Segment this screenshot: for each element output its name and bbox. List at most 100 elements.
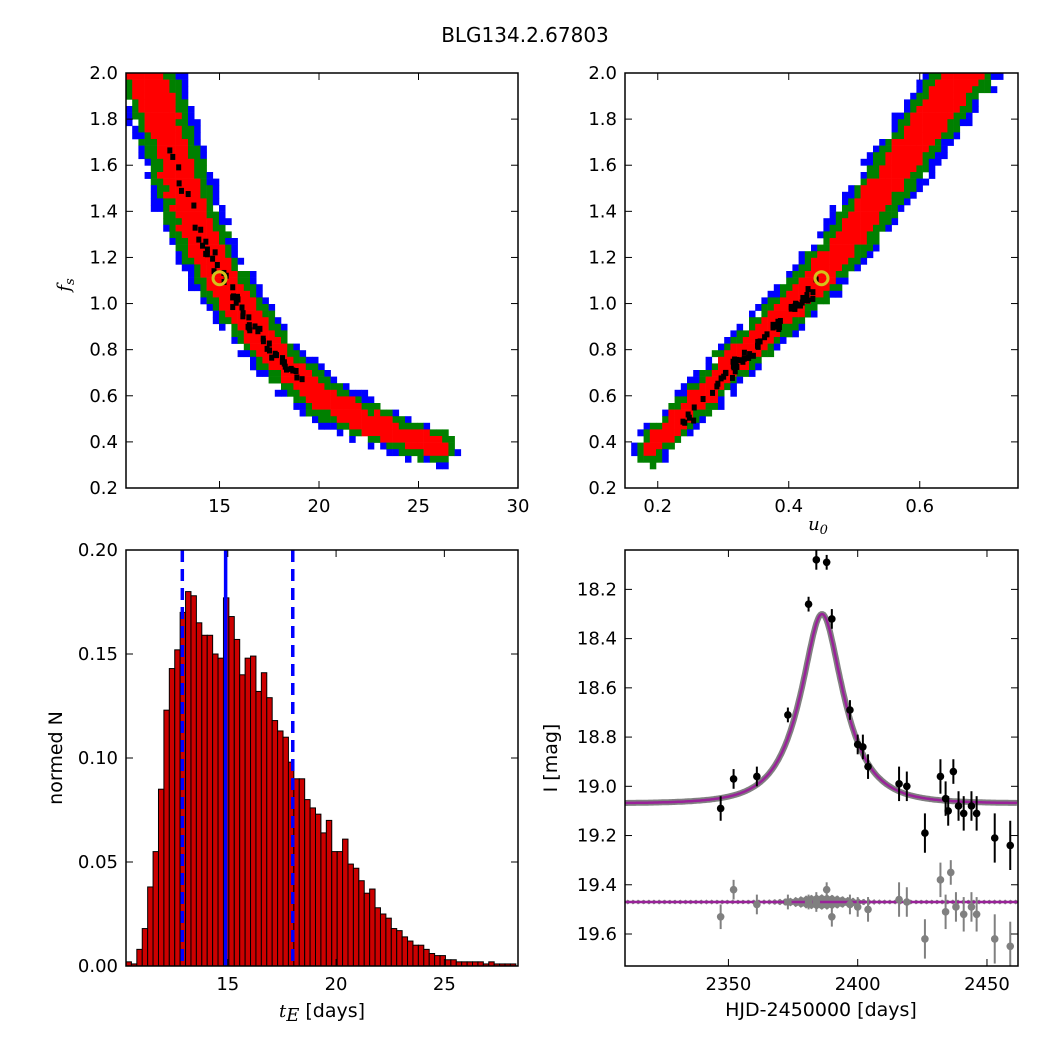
residual-point (853, 903, 862, 911)
density-cell (181, 185, 189, 193)
density-cell (705, 389, 713, 397)
density-cell (817, 257, 824, 265)
density-cell (398, 416, 406, 424)
density-cell (736, 370, 744, 377)
sample-point (740, 358, 746, 365)
sample-point (730, 362, 736, 369)
density-cell (835, 211, 843, 219)
sample-point (762, 334, 768, 341)
density-cell (181, 99, 189, 107)
density-cell (835, 277, 843, 285)
density-cell (866, 172, 874, 179)
density-cell (798, 271, 806, 278)
density-cell (256, 363, 263, 371)
density-cell (423, 422, 431, 430)
density-cell (318, 389, 325, 397)
histogram-bar (412, 944, 419, 967)
density-cell (274, 317, 282, 325)
y-tick-label: 1.6 (89, 155, 118, 176)
density-cell (157, 145, 164, 153)
density-cell (904, 198, 911, 206)
density-cell (786, 323, 793, 331)
density-cell (842, 271, 849, 278)
residual-point (822, 885, 831, 894)
density-cell (324, 376, 331, 384)
density-cell (231, 330, 238, 338)
axes-frame (624, 549, 1019, 967)
density-cell (305, 376, 313, 384)
density-cell (761, 304, 768, 311)
density-cell (212, 178, 220, 186)
density-cell (829, 238, 837, 245)
density-cell (175, 132, 183, 140)
density-cell (711, 396, 719, 404)
density-cell (212, 224, 220, 232)
density-cell (150, 125, 158, 133)
density-cell (219, 218, 226, 226)
density-cell (873, 172, 880, 179)
sample-point (750, 352, 756, 359)
density-cell (718, 356, 725, 364)
density-cell (897, 152, 905, 160)
histogram-bar (331, 851, 338, 967)
density-cell (175, 172, 183, 179)
density-cell (225, 317, 232, 325)
density-cell (212, 297, 220, 305)
y-tick-label: 1.8 (89, 109, 118, 130)
density-cell (879, 198, 886, 206)
density-cell (947, 139, 954, 146)
density-cell (157, 205, 164, 212)
density-cell (767, 310, 775, 318)
density-cell (355, 422, 362, 430)
density-cell (947, 86, 954, 94)
density-cell (767, 304, 775, 311)
density-cell (817, 251, 824, 259)
density-cell (150, 119, 158, 127)
y-tick-label: 2.0 (89, 63, 118, 84)
density-cell (854, 218, 861, 226)
density-cell (928, 132, 936, 140)
density-cell (336, 409, 344, 417)
density-cell (417, 429, 424, 437)
density-cell (730, 383, 737, 391)
density-cell (835, 238, 843, 245)
density-cell (411, 429, 418, 437)
density-cell (910, 112, 917, 120)
density-cell (138, 145, 145, 153)
density-cell (144, 99, 152, 107)
density-cell (873, 238, 880, 245)
density-cell (866, 165, 874, 173)
y-axis-label: normed N (45, 711, 67, 805)
density-cell (891, 172, 899, 179)
density-cell (256, 290, 263, 298)
density-cell (188, 277, 195, 285)
sample-point (805, 297, 811, 304)
y-axis-label: fs (54, 278, 78, 294)
density-cell (966, 86, 973, 94)
density-cell (281, 337, 288, 344)
density-cell (749, 337, 756, 344)
density-cell (637, 449, 644, 457)
density-cell (169, 92, 176, 100)
density-cell (268, 343, 276, 351)
y-axis-label-sub: s (63, 278, 78, 285)
density-cell (212, 284, 220, 292)
density-cell (380, 409, 387, 417)
residual-point (784, 898, 792, 906)
data-point (822, 558, 831, 567)
density-cell (181, 251, 189, 259)
density-cell (897, 145, 905, 153)
density-cell (188, 106, 195, 113)
y-tick-label: 0.05 (78, 852, 118, 873)
density-cell (150, 185, 158, 193)
density-cell (243, 317, 251, 325)
density-cell (811, 257, 818, 265)
density-cell (150, 99, 158, 107)
density-cell (693, 389, 700, 397)
histogram-bar (401, 936, 409, 967)
sample-point (266, 340, 272, 347)
y-tick-label: 1.4 (89, 201, 118, 222)
density-cell (157, 86, 164, 94)
density-cell (256, 304, 263, 311)
density-cell (157, 185, 164, 193)
